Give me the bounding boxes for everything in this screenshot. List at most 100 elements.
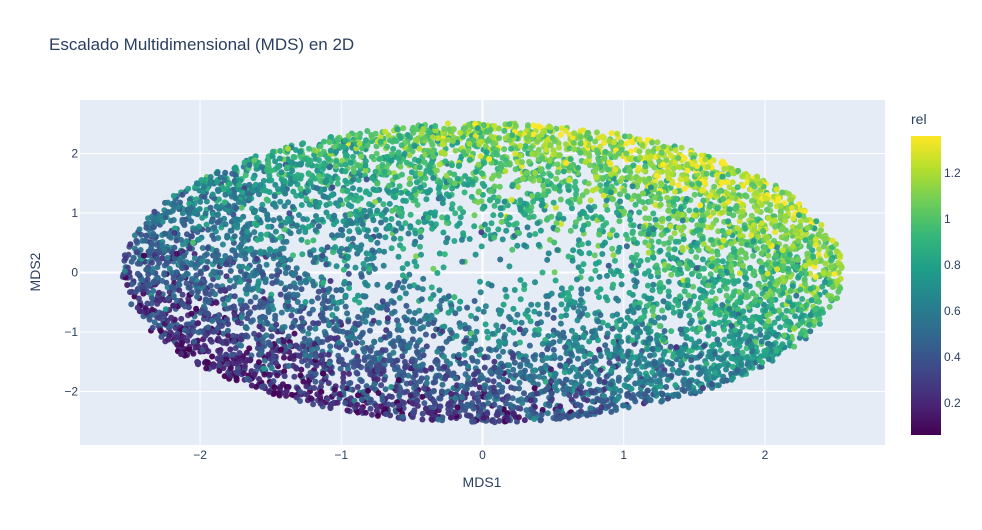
data-point[interactable] bbox=[603, 220, 609, 226]
data-point[interactable] bbox=[711, 331, 717, 337]
data-point[interactable] bbox=[407, 225, 413, 231]
data-point[interactable] bbox=[326, 214, 332, 220]
data-point[interactable] bbox=[303, 299, 309, 305]
data-point[interactable] bbox=[489, 283, 495, 289]
data-point[interactable] bbox=[786, 295, 792, 301]
data-point[interactable] bbox=[671, 166, 677, 172]
data-point[interactable] bbox=[650, 287, 656, 293]
data-point[interactable] bbox=[499, 219, 505, 225]
data-point[interactable] bbox=[344, 153, 350, 159]
data-point[interactable] bbox=[293, 285, 299, 291]
data-point[interactable] bbox=[631, 222, 637, 228]
data-point[interactable] bbox=[634, 334, 640, 340]
data-point[interactable] bbox=[754, 208, 760, 214]
data-point[interactable] bbox=[412, 143, 418, 149]
data-point[interactable] bbox=[329, 232, 335, 238]
data-point[interactable] bbox=[170, 208, 176, 214]
data-point[interactable] bbox=[597, 274, 603, 280]
data-point[interactable] bbox=[345, 319, 351, 325]
data-point[interactable] bbox=[398, 327, 404, 333]
data-point[interactable] bbox=[555, 169, 561, 175]
data-point[interactable] bbox=[362, 163, 368, 169]
data-point[interactable] bbox=[491, 359, 497, 365]
data-point[interactable] bbox=[684, 161, 690, 167]
data-point[interactable] bbox=[389, 245, 395, 251]
data-point[interactable] bbox=[257, 323, 263, 329]
data-point[interactable] bbox=[736, 250, 742, 256]
data-point[interactable] bbox=[575, 356, 581, 362]
data-point[interactable] bbox=[299, 251, 305, 257]
data-point[interactable] bbox=[457, 220, 463, 226]
data-point[interactable] bbox=[500, 236, 506, 242]
data-point[interactable] bbox=[423, 196, 429, 202]
data-point[interactable] bbox=[133, 238, 139, 244]
data-point[interactable] bbox=[254, 222, 260, 228]
data-point[interactable] bbox=[686, 208, 692, 214]
data-point[interactable] bbox=[716, 382, 722, 388]
data-point[interactable] bbox=[215, 235, 221, 241]
data-point[interactable] bbox=[256, 278, 262, 284]
data-point[interactable] bbox=[250, 317, 256, 323]
data-point[interactable] bbox=[586, 181, 592, 187]
data-point[interactable] bbox=[629, 337, 635, 343]
data-point[interactable] bbox=[267, 342, 273, 348]
data-point[interactable] bbox=[804, 251, 810, 257]
data-point[interactable] bbox=[581, 223, 587, 229]
data-point[interactable] bbox=[799, 296, 805, 302]
data-point[interactable] bbox=[585, 130, 591, 136]
data-point[interactable] bbox=[463, 338, 469, 344]
data-point[interactable] bbox=[587, 136, 593, 142]
data-point[interactable] bbox=[290, 252, 296, 258]
data-point[interactable] bbox=[765, 253, 771, 259]
data-point[interactable] bbox=[528, 176, 534, 182]
data-point[interactable] bbox=[472, 212, 478, 218]
data-point[interactable] bbox=[233, 166, 239, 172]
data-point[interactable] bbox=[320, 166, 326, 172]
data-point[interactable] bbox=[381, 263, 387, 269]
data-point[interactable] bbox=[346, 271, 352, 277]
data-point[interactable] bbox=[271, 217, 277, 223]
data-point[interactable] bbox=[343, 168, 349, 174]
data-point[interactable] bbox=[818, 222, 824, 228]
data-point[interactable] bbox=[642, 205, 648, 211]
data-point[interactable] bbox=[573, 187, 579, 193]
data-point[interactable] bbox=[337, 197, 343, 203]
data-point[interactable] bbox=[243, 303, 249, 309]
data-point[interactable] bbox=[372, 199, 378, 205]
data-point[interactable] bbox=[535, 220, 541, 226]
data-point[interactable] bbox=[381, 201, 387, 207]
data-point[interactable] bbox=[759, 268, 765, 274]
data-point[interactable] bbox=[252, 294, 258, 300]
data-point[interactable] bbox=[563, 141, 569, 147]
data-point[interactable] bbox=[665, 208, 671, 214]
data-point[interactable] bbox=[279, 310, 285, 316]
data-point[interactable] bbox=[579, 311, 585, 317]
data-point[interactable] bbox=[659, 232, 665, 238]
data-point[interactable] bbox=[646, 268, 652, 274]
data-point[interactable] bbox=[311, 283, 317, 289]
data-point[interactable] bbox=[704, 171, 710, 177]
data-point[interactable] bbox=[228, 228, 234, 234]
data-point[interactable] bbox=[463, 371, 469, 377]
data-point[interactable] bbox=[397, 295, 403, 301]
data-point[interactable] bbox=[408, 162, 414, 168]
data-point[interactable] bbox=[603, 294, 609, 300]
data-point[interactable] bbox=[497, 257, 503, 263]
data-point[interactable] bbox=[396, 254, 402, 260]
data-point[interactable] bbox=[357, 187, 363, 193]
data-point[interactable] bbox=[651, 255, 657, 261]
data-point[interactable] bbox=[510, 367, 516, 373]
data-point[interactable] bbox=[699, 207, 705, 213]
data-point[interactable] bbox=[290, 204, 296, 210]
data-point[interactable] bbox=[583, 159, 589, 165]
data-point[interactable] bbox=[363, 319, 369, 325]
data-point[interactable] bbox=[608, 161, 614, 167]
data-point[interactable] bbox=[265, 216, 271, 222]
data-point[interactable] bbox=[648, 273, 654, 279]
data-point[interactable] bbox=[276, 215, 282, 221]
data-point[interactable] bbox=[697, 325, 703, 331]
data-point[interactable] bbox=[404, 261, 410, 267]
data-point[interactable] bbox=[312, 326, 318, 332]
data-point[interactable] bbox=[373, 227, 379, 233]
data-point[interactable] bbox=[473, 252, 479, 258]
